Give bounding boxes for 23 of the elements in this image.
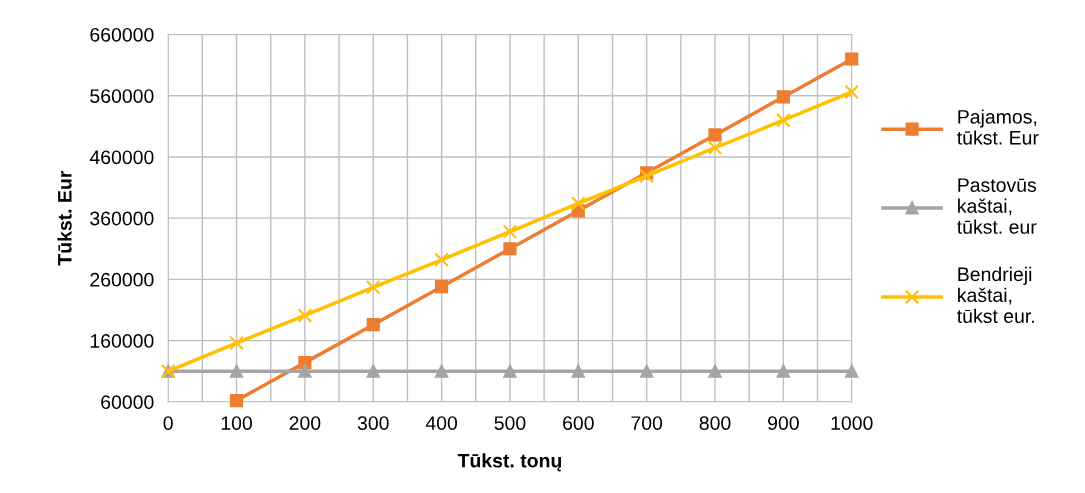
x-tick-label: 100	[221, 416, 252, 430]
y-tick-label: 560000	[90, 89, 154, 103]
x-tick-label: 400	[425, 416, 458, 430]
x-tick-label: 600	[563, 416, 594, 430]
legend-label: Bendrieji kaštai, tūkst eur.	[957, 266, 1034, 324]
x-tick-label: 900	[768, 416, 799, 430]
x-tick-label: 300	[357, 416, 389, 430]
x-axis-title: Tūkst. tonų	[457, 453, 562, 472]
y-tick-label: 60000	[101, 395, 154, 410]
y-tick-label: 260000	[90, 272, 154, 287]
x-tick-label: 700	[631, 416, 663, 430]
y-tick-label: 460000	[89, 150, 154, 165]
y-tick-label: 360000	[90, 211, 154, 226]
x-tick-label: 1000	[831, 416, 873, 430]
x-tick-label: 800	[699, 416, 731, 430]
x-tick-label: 200	[289, 416, 321, 430]
legend-label: Pastovūs kaštai, tūkst. eur	[957, 178, 1037, 234]
y-tick-label: 660000	[90, 27, 154, 42]
x-tick-label: 500	[494, 416, 526, 430]
y-axis-title: Tūkst. Eur	[57, 170, 72, 266]
legend-label: Pajamos, tūkst. Eur	[957, 109, 1039, 145]
x-tick-label: 0	[163, 416, 173, 430]
y-tick-label: 160000	[90, 334, 154, 348]
